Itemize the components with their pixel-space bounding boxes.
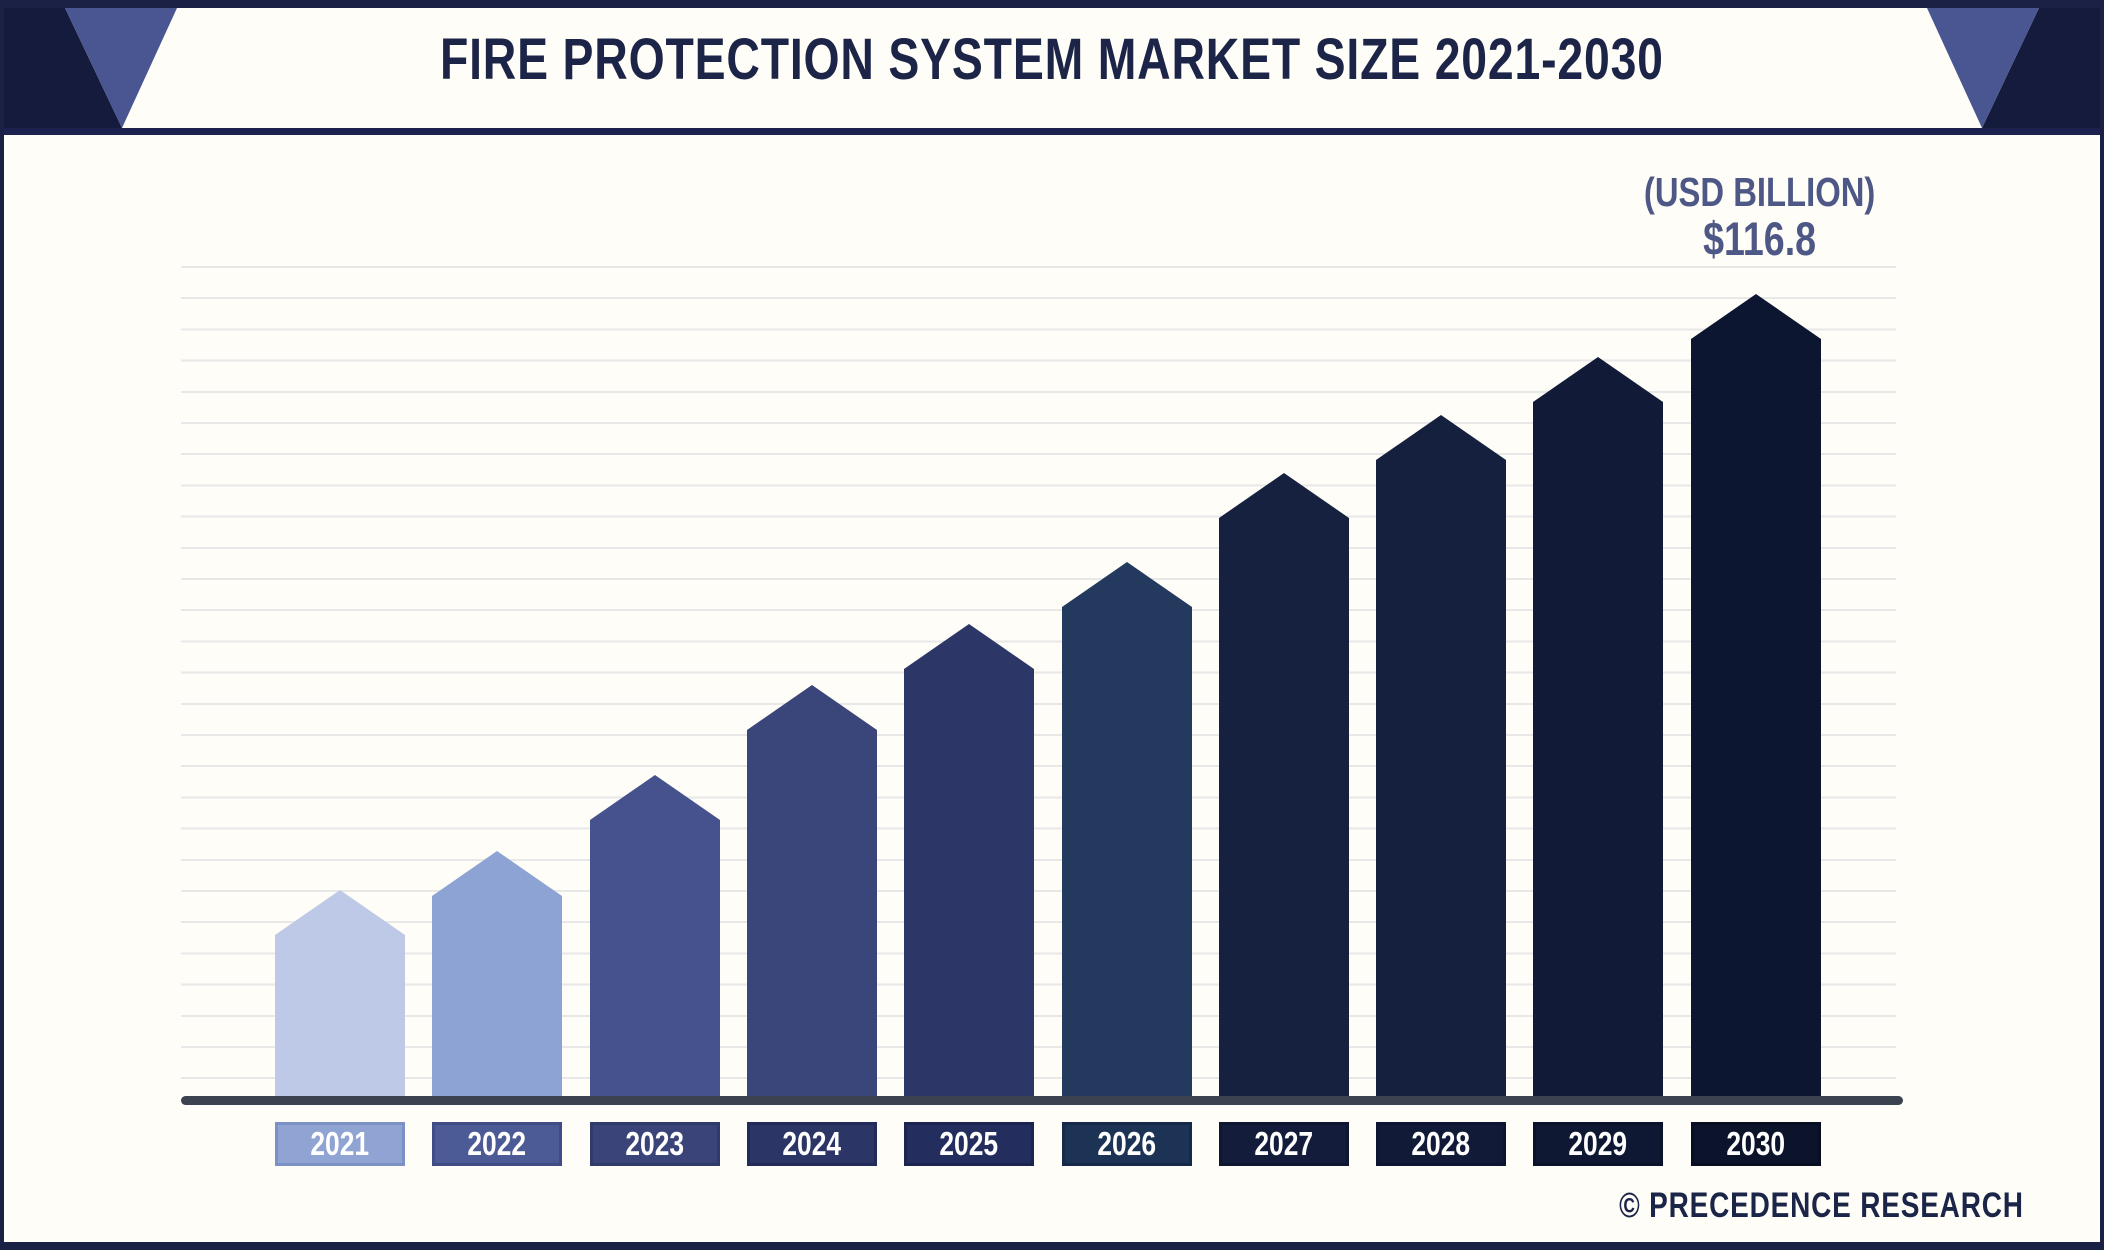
year-label-2030: 2030 (1691, 1122, 1821, 1166)
year-label-2029: 2029 (1533, 1122, 1663, 1166)
bar-2025 (904, 624, 1034, 1097)
year-label-2022: 2022 (432, 1122, 562, 1166)
value-annotation: (USD BILLION) $116.8 (1545, 170, 1975, 265)
year-label-2025: 2025 (904, 1122, 1034, 1166)
year-label-text: 2021 (310, 1125, 370, 1162)
year-label-2028: 2028 (1376, 1122, 1506, 1166)
x-axis-line (181, 1096, 1903, 1105)
year-label-text: 2027 (1254, 1125, 1314, 1162)
year-label-text: 2030 (1726, 1125, 1786, 1162)
header-divider-rule (0, 128, 2104, 135)
left-border (0, 0, 4, 1250)
page-title: FIRE PROTECTION SYSTEM MARKET SIZE 2021-… (440, 27, 1664, 92)
corner-ribbon-left (0, 8, 200, 128)
bar-2026 (1062, 562, 1192, 1097)
bar-2021 (275, 890, 405, 1097)
bar-2022 (432, 851, 562, 1097)
right-border (2100, 0, 2104, 1250)
bar-2023 (590, 775, 720, 1097)
bar-2024 (747, 685, 877, 1097)
year-label-text: 2022 (467, 1125, 527, 1162)
year-label-text: 2029 (1568, 1125, 1628, 1162)
year-label-2024: 2024 (747, 1122, 877, 1166)
bottom-border-strip (0, 1242, 2104, 1250)
value-label-2030: $116.8 (1703, 212, 1817, 266)
brand-watermark: © PRECEDENCE RESEARCH (1619, 1186, 2024, 1225)
top-border-strip (0, 0, 2104, 8)
bar-2027 (1219, 473, 1349, 1097)
year-label-text: 2028 (1411, 1125, 1471, 1162)
bar-2030 (1691, 294, 1821, 1097)
year-label-text: 2023 (625, 1125, 685, 1162)
bar-2029 (1533, 357, 1663, 1097)
unit-label: (USD BILLION) (1644, 169, 1876, 215)
year-label-2026: 2026 (1062, 1122, 1192, 1166)
year-label-2023: 2023 (590, 1122, 720, 1166)
year-label-text: 2025 (939, 1125, 999, 1162)
year-label-text: 2026 (1097, 1125, 1157, 1162)
year-label-2027: 2027 (1219, 1122, 1349, 1166)
year-label-2021: 2021 (275, 1122, 405, 1166)
year-label-text: 2024 (782, 1125, 842, 1162)
bar-2028 (1376, 415, 1506, 1097)
